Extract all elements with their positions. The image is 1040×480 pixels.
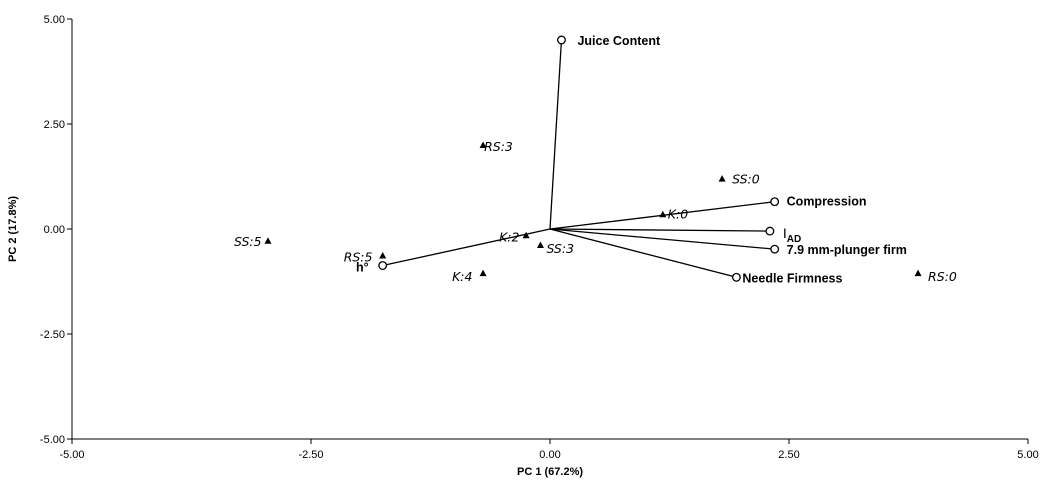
loading-label: IAD	[783, 225, 801, 245]
loading-vector	[549, 39, 563, 230]
y-tick-label: -2.50	[40, 329, 65, 341]
x-tick-label: 5.00	[1017, 449, 1038, 461]
score-marker	[264, 237, 272, 244]
axes: -5.00 -2.50 0.00 2.50 5.00 5.00 2.50 0.00 -2.50…	[7, 14, 1039, 478]
loading-label: 7.9 mm-plunger firm	[787, 243, 907, 257]
y-tick-label: 0.00	[44, 224, 65, 236]
loading-endpoint	[765, 226, 775, 236]
y-axis-ticks: 5.00 2.50 0.00 -2.50 -5.00	[40, 14, 72, 446]
x-tick-label: 0.00	[539, 449, 560, 461]
score-marker	[479, 269, 487, 277]
score-points: SS:5 RS:5 K:4 RS:3 K:2 SS:3 K:0 SS:0 RS:0	[234, 139, 957, 284]
y-tick-label: 2.50	[44, 119, 65, 131]
x-tick-label: -2.50	[298, 449, 323, 461]
loading-endpoint	[770, 244, 780, 254]
y-tick-label: 5.00	[44, 14, 65, 26]
score-label: K:0	[668, 206, 688, 221]
score-label: RS:0	[928, 269, 957, 284]
loading-vector	[382, 228, 551, 267]
loading-label-text: Compression	[787, 195, 867, 209]
loading-vector	[549, 228, 737, 278]
score-label: RS:5	[344, 249, 373, 264]
x-tick-label: 2.50	[778, 449, 799, 461]
loading-label: Needle Firmness	[742, 271, 842, 285]
score-marker	[914, 269, 922, 277]
x-axis-ticks: -5.00 -2.50 0.00 2.50 5.00	[59, 439, 1039, 461]
score-label: SS:5	[234, 234, 262, 249]
x-axis-title: PC 1 (67.2%)	[517, 466, 583, 478]
score-marker	[522, 231, 530, 239]
score-marker	[659, 210, 667, 218]
score-marker	[379, 251, 387, 259]
loading-label: Compression	[787, 195, 867, 209]
loading-label-text: Juice Content	[577, 34, 660, 48]
score-label: SS:3	[546, 241, 574, 256]
score-marker	[479, 141, 487, 148]
loading-endpoint	[557, 35, 566, 45]
score-label: RS:3	[484, 139, 513, 154]
loading-label: h°	[356, 261, 369, 275]
loading-label-subscript: AD	[787, 234, 801, 245]
loading-endpoint	[770, 197, 780, 207]
loading-label-text: 7.9 mm-plunger firm	[787, 243, 907, 257]
loading-label-text: I	[783, 225, 787, 241]
y-axis-title: PC 2 (17.8%)	[7, 196, 19, 262]
loading-label: Juice Content	[577, 34, 660, 48]
loading-vector	[549, 228, 775, 250]
score-marker	[536, 241, 544, 248]
loading-vector	[549, 228, 770, 232]
score-label: K:4	[452, 269, 472, 284]
loading-label-text: h°	[356, 261, 369, 275]
loading-endpoint	[731, 272, 741, 282]
loading-endpoint	[378, 261, 388, 270]
score-label: SS:0	[732, 172, 760, 187]
y-tick-label: -5.00	[40, 434, 65, 446]
loading-label-text: Needle Firmness	[742, 271, 842, 285]
score-label: K:2	[499, 229, 519, 244]
x-tick-label: -5.00	[59, 449, 84, 461]
score-marker	[718, 175, 726, 182]
